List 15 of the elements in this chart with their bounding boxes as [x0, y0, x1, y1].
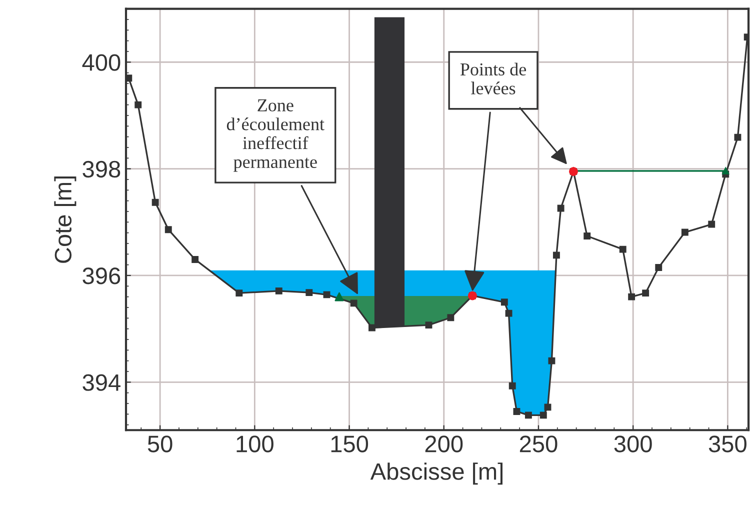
- annotation: Zone d’écoulement ineffectif permanente: [226, 99, 324, 172]
- annotation: Points de levées: [460, 62, 526, 94]
- y-tick-label: 400: [82, 54, 120, 71]
- x-tick-label: 300: [614, 436, 652, 452]
- x-tick-label: 50: [148, 436, 172, 452]
- y-tick-label: 398: [82, 160, 120, 178]
- x-tick-label: 350: [708, 436, 746, 452]
- x-tick-label: 200: [425, 436, 463, 452]
- x-tick-label: 100: [236, 436, 274, 452]
- y-tick-label: 394: [82, 374, 120, 391]
- y-tick-label: 396: [82, 268, 120, 284]
- x-tick-label: 150: [331, 436, 368, 452]
- y-axis-title: Cote [m]: [54, 176, 76, 263]
- x-axis-title: Abscisse [m]: [370, 462, 502, 485]
- x-tick-label: 250: [520, 436, 558, 452]
